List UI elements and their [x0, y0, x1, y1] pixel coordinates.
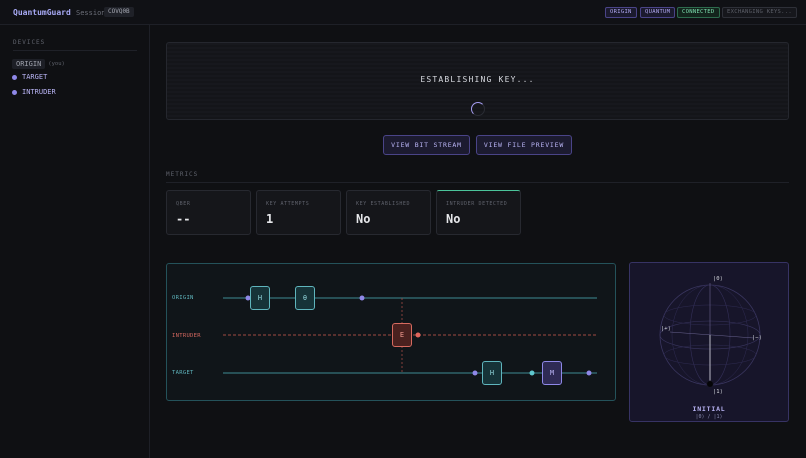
exchanging-keys-badge: EXCHANGING KEYS...	[722, 6, 798, 18]
view-bit-stream-button[interactable]: VIEW BIT STREAM	[383, 135, 470, 155]
wire-label-origin: ORIGIN	[172, 295, 194, 301]
devices-title: DEVICES	[13, 39, 46, 46]
top-bar: QuantumGuard Session: COVQ0B ORIGIN QUAN…	[0, 0, 806, 25]
device-label: ORIGIN	[12, 59, 46, 69]
eavesdrop-gate-intruder: E	[392, 323, 412, 347]
device-item-intruder[interactable]: INTRUDER	[12, 88, 56, 96]
view-file-preview-button[interactable]: VIEW FILE PREVIEW	[476, 135, 572, 155]
metric-value: No	[446, 212, 461, 226]
qubit-dot	[245, 295, 251, 301]
metric-card-key-established: KEY ESTABLISHED No	[346, 190, 431, 235]
metric-label: KEY ESTABLISHED	[356, 201, 411, 207]
bloch-state-title: INITIAL	[692, 405, 726, 413]
you-label: (you)	[48, 61, 65, 67]
divider	[166, 182, 789, 183]
main-area: ESTABLISHING KEY... VIEW BIT STREAM VIEW…	[150, 25, 806, 458]
wire-label-intruder: INTRUDER	[172, 333, 201, 339]
metric-label: INTRUDER DETECTED	[446, 201, 508, 207]
qubit-dot	[472, 370, 478, 376]
key-status-panel: ESTABLISHING KEY...	[166, 42, 789, 120]
quantum-badge: QUANTUM	[640, 6, 676, 18]
state-point	[706, 380, 714, 388]
qubit-dot	[359, 295, 365, 301]
status-dot-icon	[12, 89, 17, 95]
circuit-wires	[223, 295, 597, 376]
key-status-title: ESTABLISHING KEY...	[420, 75, 535, 84]
sidebar: DEVICES ORIGIN (you) TARGET INTRUDER	[0, 25, 150, 458]
quantum-circuit-panel: ORIGIN INTRUDER TARGET H θ E H M	[166, 263, 616, 401]
metric-label: KEY ATTEMPTS	[266, 201, 310, 207]
hadamard-gate-target: H	[482, 361, 502, 385]
status-dot-icon	[12, 74, 17, 80]
app-brand: QuantumGuard	[13, 8, 71, 17]
qubit-dot	[415, 332, 421, 338]
divider	[13, 50, 137, 51]
ket-zero-label: |0⟩	[713, 276, 723, 282]
device-item-target[interactable]: TARGET	[12, 73, 47, 81]
qubit-dot	[586, 370, 592, 376]
metric-card-intruder-detected: INTRUDER DETECTED No	[436, 190, 521, 235]
wire-label-target: TARGET	[172, 370, 194, 376]
basis-gate-origin: θ	[295, 286, 315, 310]
hadamard-gate-origin: H	[250, 286, 270, 310]
bloch-sphere	[659, 283, 761, 388]
measure-gate-target: M	[542, 361, 562, 385]
metric-card-key-attempts: KEY ATTEMPTS 1	[256, 190, 341, 235]
metric-card-qber: QBER --	[166, 190, 251, 235]
x-axis	[669, 331, 755, 339]
bloch-state-subtitle: |0⟩ / |1⟩	[695, 414, 723, 420]
ket-plus-label: |+⟩	[661, 326, 671, 332]
metric-label: QBER	[176, 201, 191, 207]
origin-badge: ORIGIN	[605, 6, 637, 18]
metric-value: --	[176, 212, 191, 226]
session-id: COVQ0B	[104, 6, 134, 17]
loading-spinner-icon	[471, 102, 485, 116]
metrics-title: METRICS	[166, 171, 199, 178]
device-item-origin[interactable]: ORIGIN (you)	[12, 59, 65, 69]
session-label: Session:	[76, 8, 110, 17]
ket-minus-label: |−⟩	[752, 335, 762, 341]
device-label: TARGET	[22, 73, 48, 81]
device-label: INTRUDER	[22, 88, 56, 96]
qubit-dot	[529, 370, 535, 376]
connected-badge: CONNECTED	[677, 6, 720, 18]
metric-value: 1	[266, 212, 274, 226]
bloch-sphere-panel: |0⟩ |1⟩ |+⟩ |−⟩ INITIAL |0⟩ / |1⟩	[629, 262, 789, 422]
metric-value: No	[356, 212, 371, 226]
ket-one-label: |1⟩	[713, 389, 723, 395]
